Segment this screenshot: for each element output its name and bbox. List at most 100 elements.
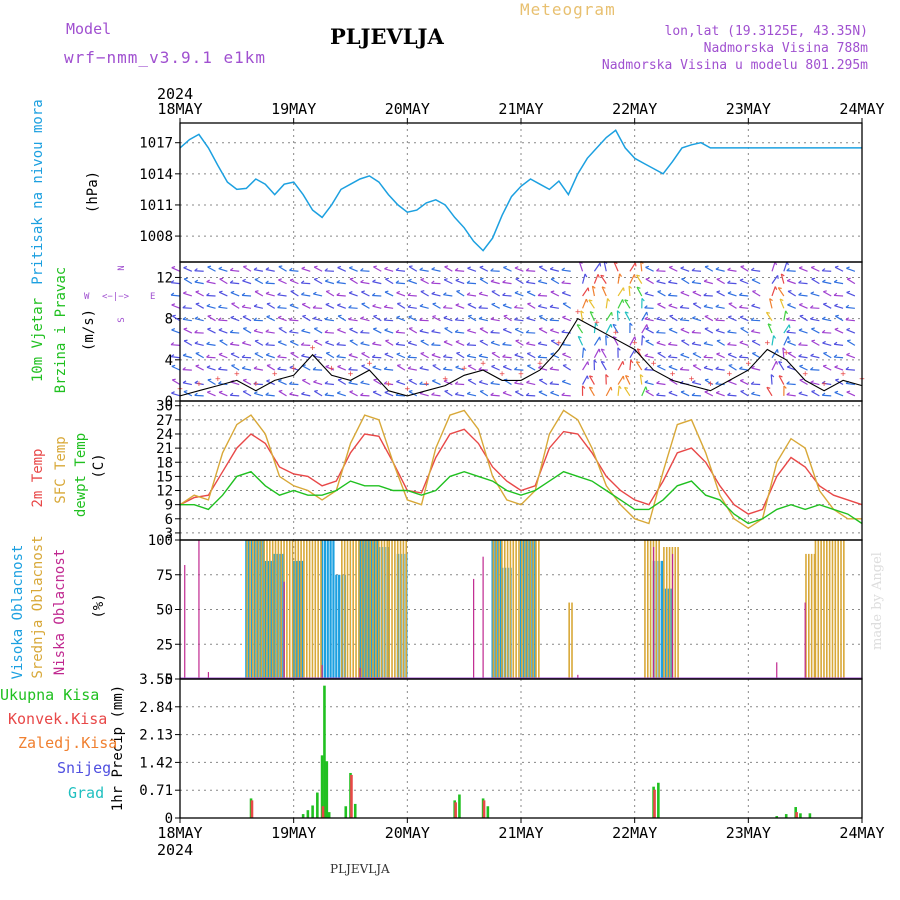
wind-barb [656,318,666,322]
wind-barb-tip [443,366,447,370]
wind-barb-tip [641,297,645,302]
wind-barb [550,329,560,334]
wind-barb [313,317,323,322]
wind-barb [727,394,737,397]
wind-barb-tip [455,303,460,306]
wind-barb-tip [478,291,483,295]
y-tick-label: 21 [156,441,173,457]
wind-barb [846,278,856,285]
wind-barb [727,316,737,322]
wind-barb [278,266,287,272]
wind-barb-tip [289,267,293,271]
x-year-label-top: 2024 [157,85,193,103]
wind-barb-tip [194,279,199,283]
wind-barb-tip [503,364,507,368]
wind-barb [242,294,252,297]
wind-barb-tip [645,390,650,392]
wind-barb-tip [835,314,839,317]
wind-barb-tip [668,327,673,331]
wind-barb-tip [703,304,708,308]
wind-barb [617,299,624,309]
wind-barb [502,281,512,285]
wind-barb [207,379,216,386]
wind-barb-tip [645,277,650,280]
wind-barb [668,343,678,346]
gust-marker: + [727,369,733,379]
wind-barb [325,290,335,297]
wind-barb [767,323,773,334]
wind-barb-tip [782,347,786,351]
wind-barb [373,315,382,322]
wind-barb [361,291,370,297]
wind-barb [230,331,240,334]
wind-barb [253,305,264,309]
wind-barb-tip [644,366,648,371]
wind-barb [846,391,856,397]
wind-barb [396,381,406,386]
wind-barb [704,328,714,334]
wind-barb-tip [277,366,281,370]
wind-barb-tip [170,292,175,296]
wind-barb-tip [589,386,593,389]
wind-barb [727,292,737,297]
wind-barb [432,303,441,309]
wind-barb [230,381,240,386]
wind-barb [640,261,643,272]
wind-barb-tip [407,340,412,344]
wind-barb [538,266,548,272]
wind-barb [289,319,299,322]
wind-barb-tip [195,364,200,367]
wind-barb-tip [597,274,600,278]
wind-barb-tip [592,285,596,289]
wind-barb-tip [478,305,482,309]
wind-barb-tip [218,304,222,308]
wind-barb [349,340,358,346]
wind-barb-tip [691,392,696,396]
wind-barb-tip [420,278,425,281]
wind-barb [601,286,607,297]
wind-barb-tip [266,379,270,382]
wind-barb-tip [230,315,235,319]
wind-barb-tip [750,317,755,321]
wind-barb [514,292,524,297]
precip-bar [316,792,319,818]
wind-barb [593,336,601,346]
wind-barb-tip [373,265,377,268]
wind-barb [593,274,599,284]
wind-barb-tip [657,290,662,293]
wind-barb-tip [750,329,755,332]
wind-barb-tip [681,339,685,342]
wind-barb [467,315,477,322]
wind-barb [456,352,465,359]
wind-barb-tip [408,327,413,330]
wind-barb-tip [502,354,506,358]
wind-barb [455,279,465,285]
wind-barb-tip [490,340,495,344]
wind-barb [810,381,820,386]
wind-barb-tip [624,311,629,314]
wind-barb-tip [618,385,622,390]
wind-barb-tip [834,327,839,330]
wind-barb-tip [490,392,494,396]
model-elevation-text: Nadmorska Visina u modelu 801.295m [601,58,868,73]
wind-barb-tip [810,291,815,294]
wind-barb [623,387,631,397]
wind-barb-tip [833,341,838,345]
x-tick-label-bottom: 18MAY [157,824,202,842]
wind-barb [301,293,311,297]
wind-barb [668,392,678,397]
wind-barb [289,331,299,334]
wind-barb [443,279,453,285]
wind-barb [680,267,690,272]
wind-barb-tip [419,366,424,369]
wind-barb-tip [491,364,495,367]
wind-barb [526,352,536,359]
wind-barb [325,352,335,359]
wind-barb-tip [625,374,630,378]
wind-barb [692,317,702,322]
wind-barb [278,279,287,285]
wind-barb [787,304,796,309]
wind-barb-tip [715,304,720,308]
wind-barb-tip [194,329,198,334]
wind-barb-tip [384,266,388,270]
